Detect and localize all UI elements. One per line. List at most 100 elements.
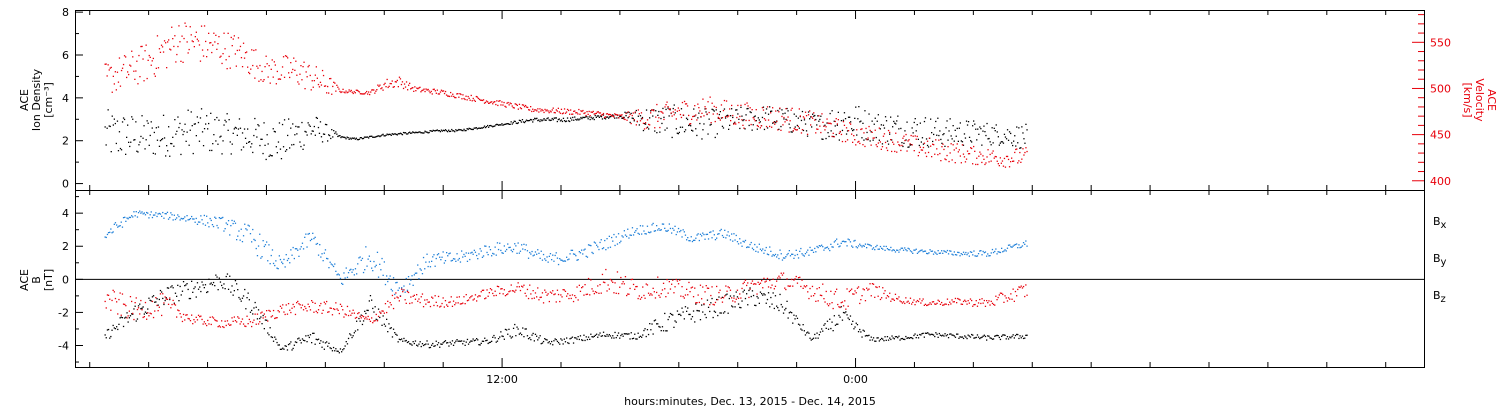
density-point: [132, 118, 134, 120]
velocity-point: [408, 84, 410, 86]
bx-point: [793, 314, 795, 316]
bx-point: [822, 330, 824, 332]
density-point: [914, 118, 916, 120]
by-point: [643, 230, 645, 232]
by-point: [654, 230, 657, 232]
density-point: [453, 130, 455, 132]
by-point: [863, 245, 865, 247]
bz-point: [156, 304, 158, 307]
velocity-point: [1021, 158, 1023, 160]
bz-point: [736, 289, 739, 291]
bx-point: [578, 338, 580, 341]
bz-point: [780, 272, 782, 274]
bx-point: [272, 340, 275, 342]
bz-point: [585, 293, 587, 296]
bx-point: [452, 344, 455, 346]
velocity-point: [732, 114, 734, 117]
velocity-point: [619, 114, 621, 116]
density-point: [115, 142, 117, 145]
velocity-point: [205, 40, 207, 43]
bx-point: [732, 306, 734, 308]
bz-point: [135, 297, 137, 299]
bz-point: [718, 291, 720, 294]
bz-point: [875, 286, 877, 288]
velocity-point: [413, 90, 415, 92]
bz-point: [441, 302, 443, 305]
by-point: [196, 223, 199, 225]
density-point: [281, 123, 284, 126]
bz-point: [606, 290, 608, 292]
bz-point: [719, 289, 721, 291]
bx-point: [244, 288, 246, 291]
by-point: [656, 225, 658, 227]
bx-point: [656, 323, 658, 325]
density-point: [420, 132, 422, 134]
by-point: [834, 240, 837, 242]
density-point: [435, 129, 437, 132]
velocity-point: [267, 76, 269, 78]
density-point: [850, 121, 852, 123]
density-point: [200, 108, 203, 110]
velocity-point: [909, 143, 911, 145]
bz-point: [977, 302, 980, 304]
by-point: [429, 266, 432, 268]
density-point: [788, 123, 790, 125]
bx-point: [304, 340, 306, 342]
velocity-point: [995, 156, 997, 158]
bx-point: [177, 284, 179, 286]
bx-point: [282, 347, 284, 349]
velocity-point: [776, 120, 778, 123]
density-point: [558, 118, 560, 120]
bz-point: [892, 298, 894, 300]
by-point: [199, 221, 201, 223]
velocity-point: [110, 66, 112, 69]
by-point: [812, 251, 815, 253]
bz-point: [750, 282, 752, 284]
density-point: [1016, 126, 1018, 128]
density-point: [673, 104, 675, 106]
by-point: [711, 237, 713, 239]
bz-point: [271, 315, 274, 317]
by-point: [507, 243, 509, 245]
bz-point: [868, 288, 870, 290]
bx-point: [382, 315, 384, 317]
bz-point: [958, 298, 960, 300]
bx-point: [887, 339, 890, 341]
density-point: [312, 130, 314, 132]
by-point: [222, 216, 224, 219]
bz-point: [709, 304, 711, 306]
velocity-point: [684, 103, 687, 105]
density-point: [457, 129, 459, 131]
bx-point: [936, 333, 938, 335]
bz-point: [495, 294, 497, 297]
bz-point: [247, 323, 249, 325]
bz-point: [500, 288, 502, 290]
bx-point: [217, 289, 219, 291]
by-point: [419, 268, 421, 270]
density-point: [339, 135, 341, 137]
density-point: [224, 119, 226, 121]
bz-point: [1019, 286, 1021, 289]
bx-point: [128, 317, 130, 319]
by-point: [568, 258, 570, 260]
velocity-point: [299, 73, 301, 75]
velocity-point: [530, 106, 532, 108]
by-point: [472, 253, 474, 255]
density-point: [178, 126, 180, 129]
bz-point: [607, 284, 609, 286]
density-point: [640, 118, 643, 120]
by-point: [713, 234, 715, 236]
bz-point: [637, 297, 639, 300]
bx-point: [351, 336, 353, 339]
bx-point: [840, 306, 842, 308]
bx-point: [268, 334, 270, 336]
velocity-point: [682, 114, 685, 116]
density-point: [923, 120, 926, 123]
bx-point: [564, 341, 567, 343]
by-point: [667, 229, 669, 232]
velocity-point: [986, 156, 988, 158]
bz-point: [208, 323, 210, 325]
density-point: [739, 127, 741, 130]
bz-point: [593, 293, 595, 295]
bz-point: [872, 283, 875, 285]
